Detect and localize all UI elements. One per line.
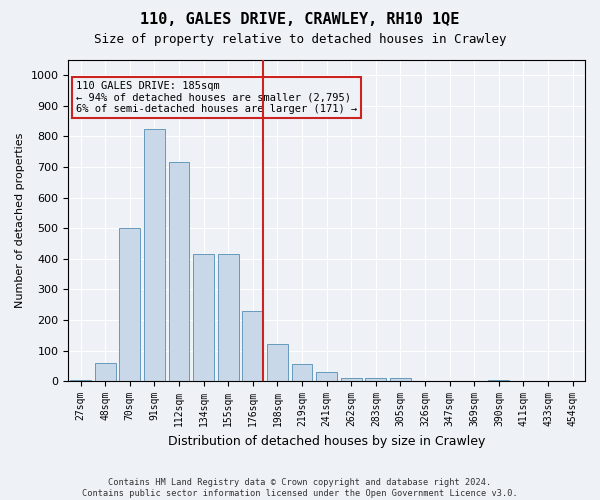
Bar (193, 254, 214, 381)
X-axis label: Distribution of detached houses by size in Crawley: Distribution of detached houses by size … (168, 434, 485, 448)
Bar (242, 311, 263, 381)
Bar (119, 228, 140, 381)
Bar (341, 378, 362, 381)
Y-axis label: Number of detached properties: Number of detached properties (15, 133, 25, 308)
Bar (169, 162, 190, 381)
Bar (267, 344, 288, 381)
Bar (488, 380, 509, 381)
Bar (95, 363, 116, 381)
Bar (316, 372, 337, 381)
Bar (218, 254, 239, 381)
Bar (292, 364, 313, 381)
Text: Contains HM Land Registry data © Crown copyright and database right 2024.
Contai: Contains HM Land Registry data © Crown c… (82, 478, 518, 498)
Bar (144, 129, 165, 381)
Text: 110, GALES DRIVE, CRAWLEY, RH10 1QE: 110, GALES DRIVE, CRAWLEY, RH10 1QE (140, 12, 460, 28)
Text: 110 GALES DRIVE: 185sqm
← 94% of detached houses are smaller (2,795)
6% of semi-: 110 GALES DRIVE: 185sqm ← 94% of detache… (76, 81, 357, 114)
Text: Size of property relative to detached houses in Crawley: Size of property relative to detached ho… (94, 32, 506, 46)
Bar (70, 380, 91, 381)
Bar (365, 378, 386, 381)
Bar (390, 378, 411, 381)
